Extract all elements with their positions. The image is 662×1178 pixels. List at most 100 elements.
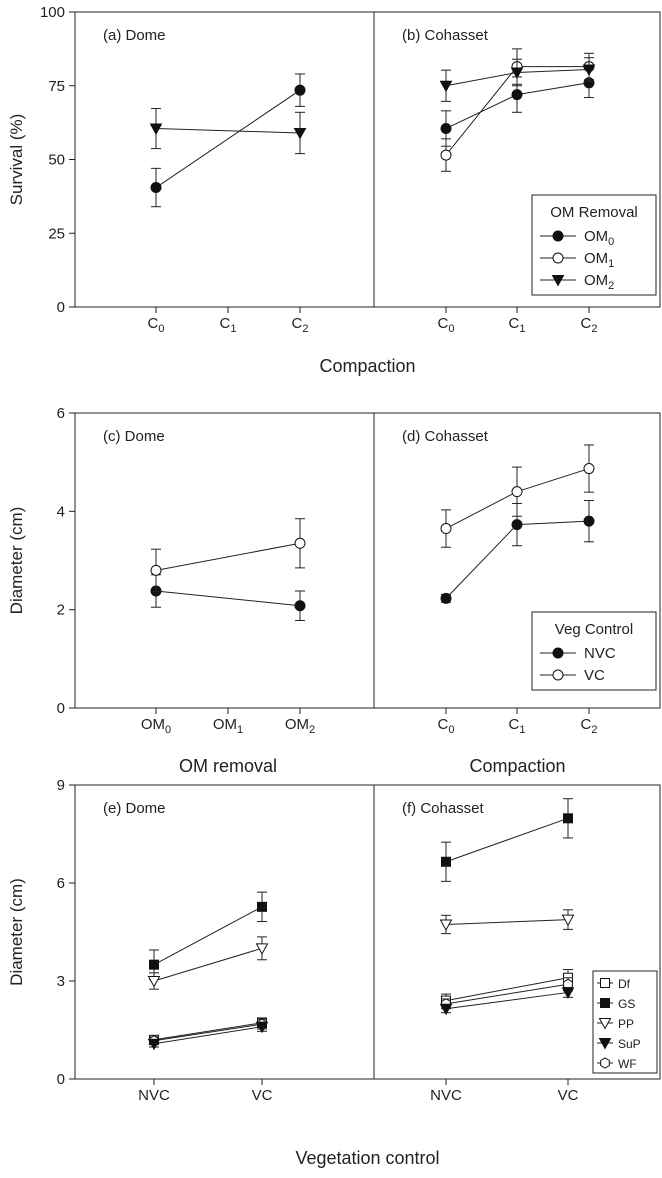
legend: Veg Control NVC VC (531, 611, 657, 691)
data-point (294, 537, 306, 549)
data-point-shape (440, 123, 452, 135)
series-line (155, 542, 301, 571)
x-tick-label: C0 (148, 315, 165, 335)
x-tick-label-sub: 2 (309, 724, 315, 736)
data-point (293, 127, 307, 140)
x-tick-label: C0 (438, 716, 455, 736)
legend-label-sub: 2 (608, 280, 614, 292)
data-point-shape (561, 987, 575, 999)
legend-entry: VC (540, 667, 605, 684)
y-axis-label: Diameter (cm) (7, 878, 26, 986)
series-triangle-down-open (147, 936, 269, 990)
data-point (583, 515, 595, 527)
data-point (147, 976, 161, 988)
legend-label-sub: 0 (608, 236, 614, 248)
legend-entry: WF (597, 1057, 637, 1071)
legend-marker (552, 252, 564, 264)
data-point-shape (561, 914, 575, 927)
series-line (153, 1026, 263, 1045)
legend-label-base: OM (584, 272, 608, 289)
x-tick-label-base: C (220, 315, 231, 332)
legend-marker (552, 647, 564, 659)
panel-label: (b) Cohasset (402, 27, 489, 44)
legend-marker-shape (600, 978, 610, 988)
legend-label: OM1 (584, 250, 614, 270)
legend-marker-shape (552, 230, 564, 242)
y-tick-label: 4 (57, 503, 65, 520)
data-point-shape (510, 67, 524, 80)
data-point-shape (439, 80, 453, 93)
data-point-shape (147, 1038, 161, 1051)
legend-label: VC (584, 667, 605, 684)
data-point (511, 89, 523, 101)
x-tick-label-sub: 1 (519, 323, 525, 335)
data-point-shape (147, 976, 161, 988)
x-tick-label-base: C (509, 315, 520, 332)
x-tick-label: OM0 (141, 716, 171, 736)
legend-label-sub: 1 (608, 258, 614, 270)
x-tick-label: C1 (509, 716, 526, 736)
data-point (150, 182, 162, 194)
data-point-shape (583, 515, 595, 527)
series-line (153, 1022, 263, 1041)
legend-label: OM0 (584, 228, 614, 248)
x-tick-label-sub: 0 (448, 724, 454, 736)
legend-title: OM Removal (550, 204, 638, 221)
legend-entry: OM0 (540, 228, 614, 248)
legend-marker (552, 230, 564, 242)
data-point-shape (294, 537, 306, 549)
y-tick-label: 2 (57, 602, 65, 619)
x-tick-label: VC (558, 1087, 579, 1104)
panel-label: (c) Dome (103, 428, 165, 445)
series-square-open (149, 1017, 267, 1045)
x-tick-label: C0 (438, 315, 455, 335)
x-tick-label: NVC (138, 1087, 170, 1104)
data-point-shape (582, 64, 596, 77)
data-point (294, 84, 306, 96)
legend-box (531, 194, 657, 296)
plot-frame (74, 784, 661, 1080)
data-point (149, 959, 159, 970)
legend-marker (600, 1057, 610, 1069)
legend-marker (552, 669, 564, 681)
series-triangle-down-filled (439, 57, 596, 102)
legend-entry: OM1 (540, 250, 614, 270)
data-point-shape (294, 84, 306, 96)
legend-entry: NVC (540, 645, 616, 662)
data-point (439, 1003, 453, 1016)
series-line (445, 817, 569, 863)
x-tick-label-base: C (581, 315, 592, 332)
x-axis-label: Vegetation control (295, 1148, 439, 1168)
legend-entry: GS (597, 997, 635, 1011)
x-tick-label-base: C (148, 315, 159, 332)
panel-label: (f) Cohasset (402, 800, 485, 817)
data-point (440, 123, 452, 135)
legend-entry: OM2 (540, 272, 614, 292)
x-axis-label: Compaction (319, 356, 415, 376)
y-axis-label: Diameter (cm) (7, 507, 26, 615)
legend-marker-shape (600, 1057, 610, 1069)
data-point-shape (439, 1003, 453, 1016)
data-point-shape (149, 959, 159, 970)
x-tick-label-sub: 1 (237, 724, 243, 736)
series-line (155, 590, 301, 607)
data-point-shape (440, 149, 452, 161)
data-point-shape (150, 564, 162, 576)
x-tick-label: C2 (292, 315, 309, 335)
legend-label-base: Df (618, 977, 631, 991)
legend-label: OM2 (584, 272, 614, 292)
x-tick-label-base: OM (141, 716, 165, 733)
data-point (150, 564, 162, 576)
data-point (439, 919, 453, 932)
legend-label-base: OM (584, 250, 608, 267)
data-point (510, 67, 524, 80)
data-point-shape (511, 486, 523, 498)
data-point (149, 123, 163, 136)
panel-label: (d) Cohasset (402, 428, 489, 445)
legend-label: Df (618, 977, 631, 991)
x-tick-label: C1 (509, 315, 526, 335)
